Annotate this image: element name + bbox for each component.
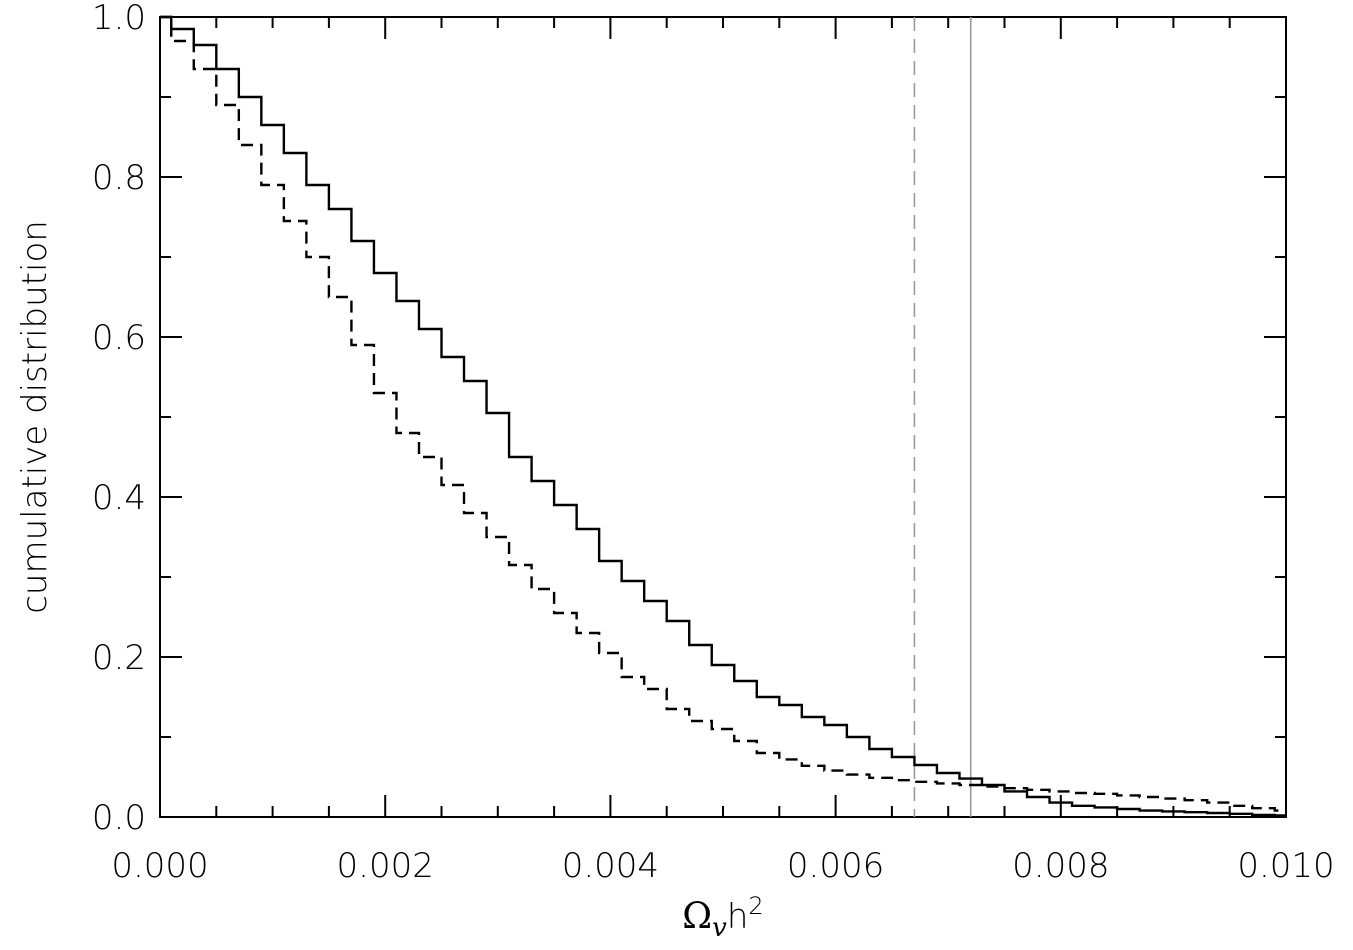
series-line-dashed	[160, 15, 1286, 812]
reference-lines	[913, 17, 972, 817]
ticks-group	[159, 16, 1287, 818]
x-axis-title-superscript: 2	[748, 892, 763, 920]
y-tick-label: 0.0	[92, 798, 146, 838]
x-tick-label: 0.000	[111, 846, 208, 886]
y-tick-label: 0.4	[92, 478, 146, 518]
y-tick-label: 0.6	[92, 318, 146, 358]
x-tick-label: 0.004	[562, 846, 659, 886]
tick-labels-group: 0.000 0.002 0.004 0.006 0.008 0.010 0.0 0.2 0.4 0…	[92, 0, 1335, 886]
x-tick-label: 0.010	[1237, 846, 1334, 886]
y-tick-label: 0.8	[92, 158, 146, 198]
x-tick-label: 0.006	[787, 846, 884, 886]
x-axis-title-rest: h	[727, 897, 749, 937]
x-axis-title: Ωvh2	[682, 892, 763, 943]
y-tick-label: 1.0	[92, 0, 146, 38]
x-axis-title-symbol: Ω	[682, 896, 712, 937]
x-tick-label: 0.002	[337, 846, 434, 886]
series-group	[160, 15, 1286, 817]
x-axis-title-subscript: v	[712, 913, 727, 943]
y-tick-label: 0.2	[92, 638, 146, 678]
series-line-solid	[160, 15, 1286, 817]
plot-frame	[159, 16, 1287, 818]
x-tick-label: 0.008	[1012, 846, 1109, 886]
y-axis-title: cumulative distribution	[15, 220, 55, 614]
